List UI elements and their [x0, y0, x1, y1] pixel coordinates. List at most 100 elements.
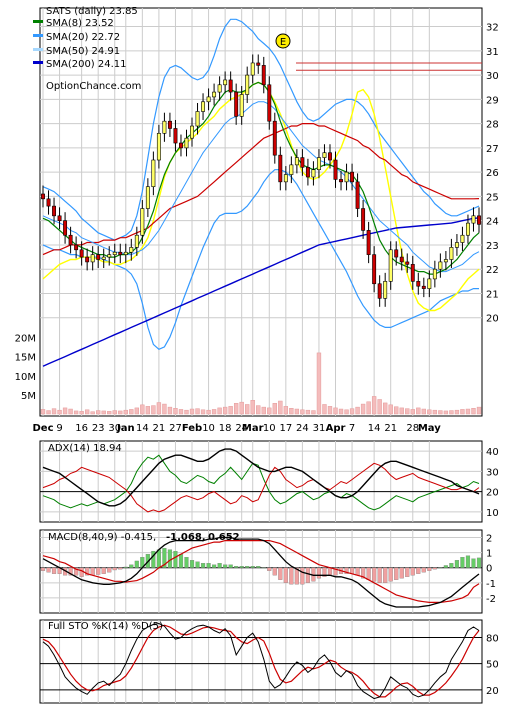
macd-tick-label: 1: [486, 549, 492, 560]
x-tick-label: 17: [279, 423, 292, 434]
macd-histogram-bar: [46, 567, 51, 573]
candle-body: [405, 261, 410, 265]
candle-body: [350, 171, 355, 183]
candle-body: [217, 84, 222, 93]
macd-tick-label: -2: [486, 594, 496, 605]
macd-histogram-bar: [118, 567, 123, 570]
macd-histogram-bar: [272, 567, 277, 576]
macd-histogram-bar: [316, 567, 322, 579]
volume-bar: [377, 399, 382, 415]
adx-tick-label: 20: [486, 488, 499, 499]
candle-body: [74, 244, 79, 251]
macd-histogram-bar: [74, 567, 79, 576]
volume-bar: [405, 408, 410, 415]
macd-histogram-bar: [454, 560, 460, 568]
price-tick-label: 24: [486, 217, 499, 228]
macd-histogram-bar: [438, 567, 443, 569]
macd-histogram-bar: [162, 547, 167, 568]
volume-bar: [118, 410, 123, 415]
macd-histogram-bar: [355, 567, 360, 576]
macd-histogram-bar: [377, 567, 382, 583]
candle-body: [449, 247, 454, 260]
macd-signal-line: [42, 540, 480, 603]
panel-frame-macd: [39, 529, 483, 614]
macd-histogram-bar: [212, 564, 217, 568]
volume-bar: [200, 409, 206, 415]
candle-body: [427, 278, 432, 289]
volume-bar: [438, 410, 443, 415]
candle-body: [156, 133, 161, 161]
macd-tick-label: -1: [486, 579, 496, 590]
candle-body: [454, 242, 459, 248]
legend-swatch: [33, 61, 43, 64]
x-tick-label: Dec: [32, 423, 53, 434]
candle-body: [283, 174, 288, 183]
x-tick-label: 28: [406, 423, 419, 434]
volume-bar: [189, 408, 195, 415]
candle-body: [322, 152, 327, 158]
price-tick-label: 31: [486, 47, 499, 58]
volume-bar: [195, 408, 200, 415]
volume-tick-label: 20M: [15, 334, 36, 345]
macd-histogram-bar: [416, 567, 421, 574]
sma200-line: [42, 217, 480, 367]
macd-histogram-bar: [234, 566, 239, 568]
macd-histogram-bar: [427, 567, 432, 571]
volume-bar: [471, 408, 476, 415]
candle-body: [333, 159, 338, 180]
candle-body: [46, 198, 51, 207]
candle-body: [366, 230, 371, 255]
volume-bar: [311, 410, 316, 415]
volume-bar: [211, 409, 217, 415]
volume-bar: [476, 406, 482, 415]
sto-k-line: [42, 622, 480, 700]
macd-histogram-bar: [178, 553, 184, 568]
series-layer: [40, 18, 482, 700]
macd-histogram-bar: [223, 564, 228, 568]
candle-body: [421, 285, 426, 289]
candle-body: [234, 91, 239, 117]
volume-bar: [151, 405, 156, 415]
legend-sma200: SMA(200) 24.11: [46, 59, 127, 70]
macd-tick-label: 2: [486, 534, 492, 545]
panel-frame-price: [39, 7, 483, 417]
candle-body: [388, 249, 393, 282]
macd-histogram-bar: [278, 567, 283, 580]
legend-sma50: SMA(50) 24.91: [46, 46, 120, 57]
candle-body: [372, 254, 377, 285]
macd-histogram-bar: [383, 567, 388, 583]
macd-histogram-bar: [333, 567, 338, 576]
adx-tick-label: 30: [486, 467, 499, 478]
macd-histogram-bar: [85, 567, 90, 576]
candle-body: [79, 249, 84, 258]
macd-histogram-bar: [471, 558, 476, 568]
macd-histogram-bar: [283, 567, 288, 583]
volume-bar: [134, 407, 140, 415]
x-tick-label: Feb: [182, 423, 202, 434]
candle-body: [212, 91, 217, 98]
volume-bar: [233, 403, 239, 415]
x-tick-label: 21: [384, 423, 397, 434]
price-tick-label: 32: [486, 23, 499, 34]
candle-body: [460, 234, 465, 243]
candle-body: [316, 157, 321, 171]
x-tick-label: 21: [153, 423, 166, 434]
candle-body: [107, 254, 112, 258]
sto-d-line: [42, 624, 480, 698]
macd-histogram-bar: [156, 549, 161, 568]
volume-bar: [217, 407, 222, 415]
macd-histogram-bar: [322, 567, 327, 577]
price-tick-label: 20: [486, 314, 499, 325]
volume-bar: [178, 409, 184, 415]
volume-bar: [338, 408, 344, 415]
volume-bar: [333, 407, 338, 415]
x-tick-label: 27: [169, 423, 182, 434]
volume-bar: [316, 352, 322, 415]
macd-histogram-bar: [476, 557, 482, 568]
macd-histogram-bar: [250, 566, 255, 568]
volume-bar: [327, 406, 333, 415]
sto-tick-label: 50: [486, 660, 499, 671]
volume-bar: [250, 400, 255, 415]
candle-body: [416, 281, 421, 287]
x-tick-label: Jan: [116, 423, 135, 434]
